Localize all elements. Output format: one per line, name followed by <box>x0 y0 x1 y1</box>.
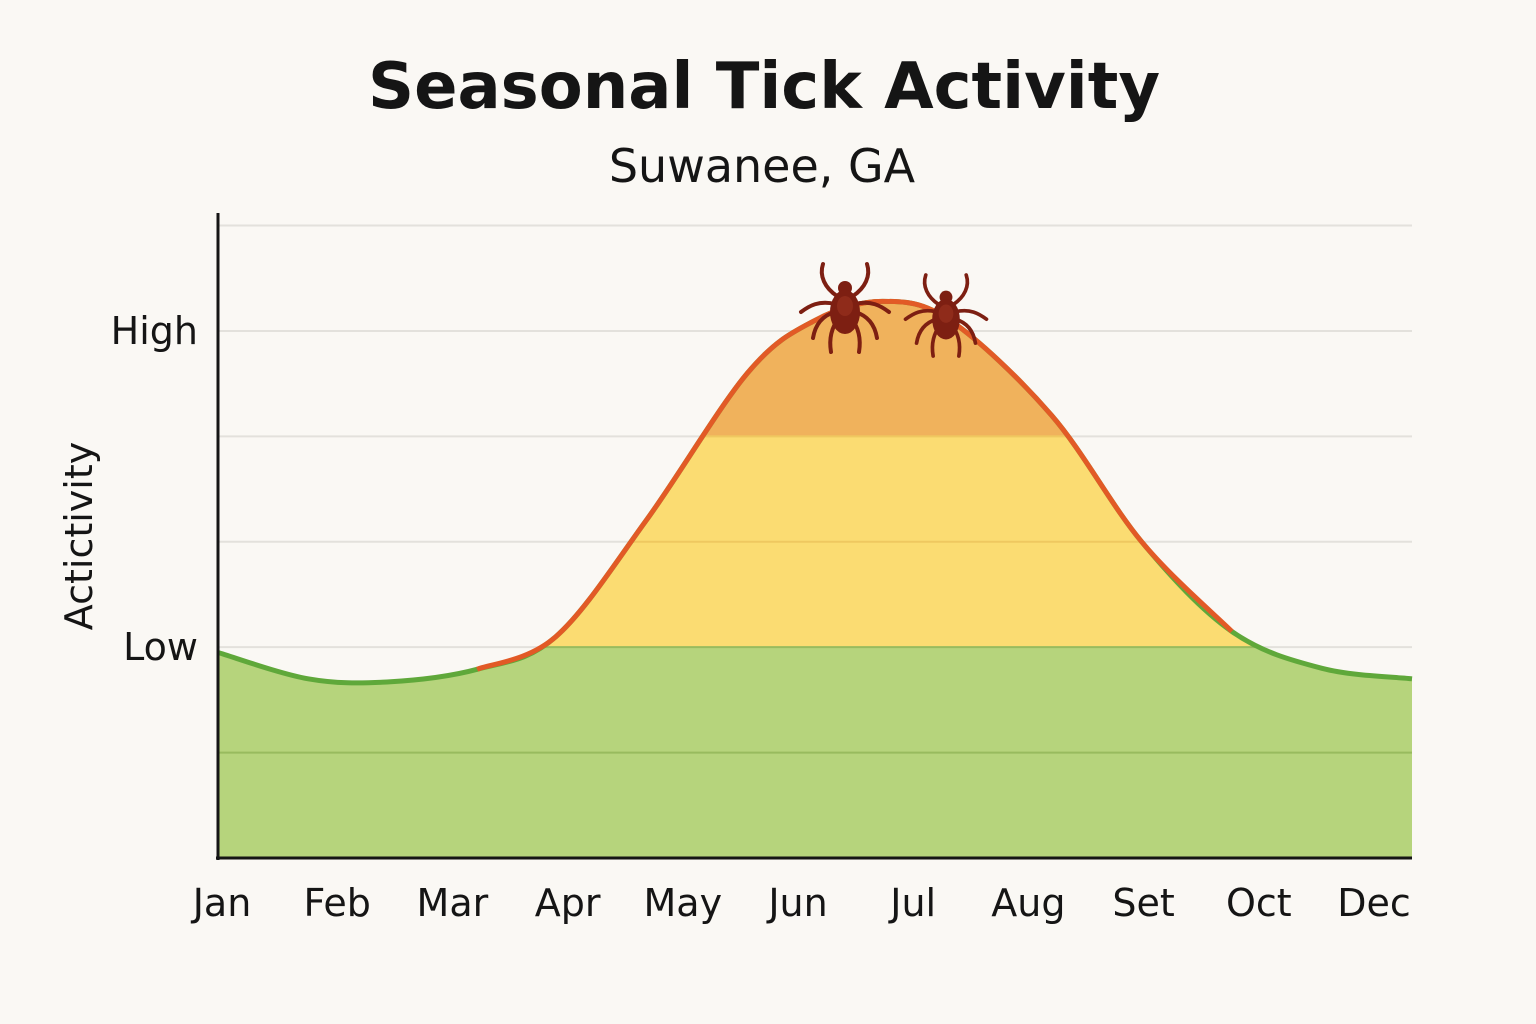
y-axis-label: Actictivity <box>57 442 101 630</box>
x-tick-label: Mar <box>417 881 489 925</box>
x-tick-label: Dec <box>1337 881 1411 925</box>
y-tick-label: Low <box>123 625 198 669</box>
x-tick-label: Jun <box>766 881 827 925</box>
y-tick-label: High <box>111 309 198 353</box>
chart-title: Seasonal Tick Activity <box>368 50 1160 124</box>
chart-subtitle: Suwanee, GA <box>609 139 916 193</box>
tick-icons <box>799 262 989 358</box>
tick-icon <box>903 273 989 358</box>
x-tick-label: Aug <box>991 881 1065 925</box>
axes <box>216 213 1412 860</box>
x-tick-label: Feb <box>304 881 371 925</box>
x-tick-label: Apr <box>535 881 601 925</box>
x-tick-label: Oct <box>1226 881 1292 925</box>
y-tick-labels: Low High <box>111 309 198 669</box>
tick-icon <box>799 262 891 354</box>
x-tick-label: May <box>644 881 723 925</box>
x-tick-label: Jul <box>888 881 936 925</box>
x-tick-label: Jan <box>191 881 252 925</box>
activity-bands <box>218 301 1412 858</box>
x-tick-label: Set <box>1112 881 1174 925</box>
x-tick-labels: Jan Feb Mar Apr May Jun Jul Aug Set Oct Dec <box>191 881 1411 925</box>
